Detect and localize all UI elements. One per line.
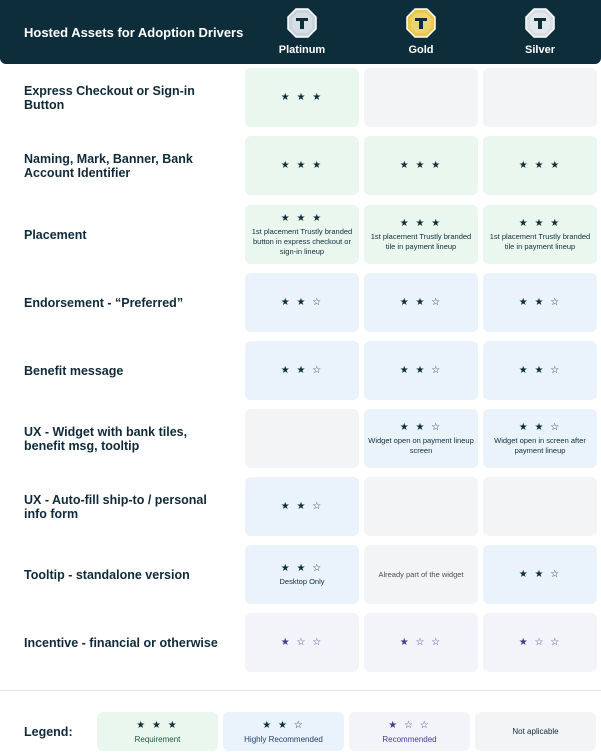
table-cell: [364, 477, 478, 536]
rating-stars: ★ ☆ ☆: [399, 636, 443, 648]
table-cell: ★ ★ ☆: [245, 341, 359, 400]
cell-note: 1st placement Trustly branded tile in pa…: [370, 231, 472, 251]
rating-stars: ★ ★ ☆: [280, 562, 324, 574]
row-label: Endorsement - “Preferred”: [24, 295, 184, 310]
rating-stars: ★ ★ ★: [399, 159, 443, 171]
table-cell: ★ ★ ☆ Widget open on payment lineup scree…: [364, 409, 478, 468]
table-cell: ★ ☆ ☆: [245, 613, 359, 672]
legend-item-not-applicable: Not aplicable: [475, 712, 596, 751]
table-cell: ★ ★ ☆: [483, 273, 597, 332]
rating-stars: ★ ★ ☆: [518, 421, 562, 433]
rating-stars: ★ ☆ ☆: [518, 636, 562, 648]
rating-stars: ★ ★ ☆: [280, 364, 324, 376]
rating-stars: ★ ★ ☆: [262, 719, 305, 731]
table-cell: ★ ★ ☆: [483, 545, 597, 604]
table-cell: ★ ★ ☆: [364, 273, 478, 332]
table-cell: [483, 68, 597, 127]
table-cell: ★ ☆ ☆: [483, 613, 597, 672]
row-label: Incentive - financial or otherwise: [24, 635, 218, 650]
legend-text: Requirement: [134, 734, 181, 744]
rating-stars: ★ ★ ☆: [280, 500, 324, 512]
rating-stars: ★ ★ ☆: [518, 364, 562, 376]
rating-stars: ★ ☆ ☆: [280, 636, 324, 648]
table-cell: ★ ★ ☆: [483, 341, 597, 400]
rating-stars: ★ ★ ★: [280, 91, 324, 103]
table-cell: Already part of the widget: [364, 545, 478, 604]
cell-note: Already part of the widget: [378, 569, 464, 579]
rating-stars: ★ ★ ☆: [280, 296, 324, 308]
legend-text: Highly Recommended: [244, 734, 323, 744]
rating-stars: ★ ★ ☆: [518, 296, 562, 308]
table-cell: ★ ☆ ☆: [364, 613, 478, 672]
legend-item-recommended: ★ ☆ ☆ Recommended: [349, 712, 470, 751]
tier-silver: Silver: [490, 7, 590, 56]
rating-stars: ★ ★ ☆: [399, 364, 443, 376]
cell-note: 1st placement Trustly branded button in …: [251, 226, 353, 256]
divider: [0, 690, 601, 691]
row-label: UX - Auto-fill ship-to / personal info f…: [24, 492, 207, 521]
rating-stars: ★ ★ ★: [136, 719, 179, 731]
table-cell: ★ ★ ☆: [245, 273, 359, 332]
silver-badge-icon: [524, 7, 556, 39]
legend-text: Recommended: [382, 734, 437, 744]
cell-note: 1st placement Trustly branded tile in pa…: [489, 231, 591, 251]
table-cell: ★ ★ ★: [483, 136, 597, 195]
legend-item-requirement: ★ ★ ★ Requirement: [97, 712, 218, 751]
rating-stars: ★ ★ ★: [518, 217, 562, 229]
table-cell: [483, 477, 597, 536]
table-cell: ★ ★ ★ 1st placement Trustly branded butto…: [245, 205, 359, 264]
table-cell: ★ ★ ☆ Widget open in screen after payment…: [483, 409, 597, 468]
legend-item-highly-recommended: ★ ★ ☆ Highly Recommended: [223, 712, 344, 751]
legend-label: Legend:: [24, 725, 73, 739]
tier-name: Silver: [525, 44, 555, 56]
rating-stars: ★ ★ ★: [399, 217, 443, 229]
table-cell: ★ ★ ★: [245, 136, 359, 195]
table-cell: [364, 68, 478, 127]
table-cell: [245, 409, 359, 468]
rating-stars: ★ ★ ★: [280, 212, 324, 224]
tier-name: Platinum: [278, 44, 326, 56]
table-cell: ★ ★ ★ 1st placement Trustly branded tile …: [483, 205, 597, 264]
table-cell: ★ ★ ☆: [364, 341, 478, 400]
table-cell: ★ ★ ★: [364, 136, 478, 195]
row-label: Placement: [24, 227, 87, 242]
legend-text: Not aplicable: [512, 727, 559, 736]
rating-stars: ★ ★ ☆: [399, 421, 443, 433]
table-cell: ★ ★ ★: [245, 68, 359, 127]
rating-stars: ★ ★ ★: [518, 159, 562, 171]
table-cell: ★ ★ ☆ Desktop Only: [245, 545, 359, 604]
page-title: Hosted Assets for Adoption Drivers: [24, 25, 244, 40]
tier-name: Gold: [408, 44, 434, 56]
row-label: UX - Widget with bank tiles, benefit msg…: [24, 424, 188, 453]
row-label: Benefit message: [24, 363, 124, 378]
tier-platinum: Platinum: [252, 7, 352, 56]
rating-stars: ★ ★ ☆: [399, 296, 443, 308]
cell-note: Desktop Only: [279, 576, 325, 586]
row-label: Express Checkout or Sign-in Button: [24, 83, 195, 112]
platinum-badge-icon: [286, 7, 318, 39]
table-header: Hosted Assets for Adoption Drivers Plati…: [0, 0, 601, 64]
cell-note: Widget open in screen after payment line…: [494, 435, 586, 455]
row-label: Tooltip - standalone version: [24, 567, 190, 582]
cell-note: Widget open on payment lineup screen: [368, 435, 474, 455]
table-cell: ★ ★ ★ 1st placement Trustly branded tile …: [364, 205, 478, 264]
gold-badge-icon: [405, 7, 437, 39]
rating-stars: ★ ☆ ☆: [388, 719, 431, 731]
rating-stars: ★ ★ ☆: [518, 568, 562, 580]
row-label: Naming, Mark, Banner, Bank Account Ident…: [24, 151, 193, 180]
rating-stars: ★ ★ ★: [280, 159, 324, 171]
tier-gold: Gold: [371, 7, 471, 56]
table-cell: ★ ★ ☆: [245, 477, 359, 536]
